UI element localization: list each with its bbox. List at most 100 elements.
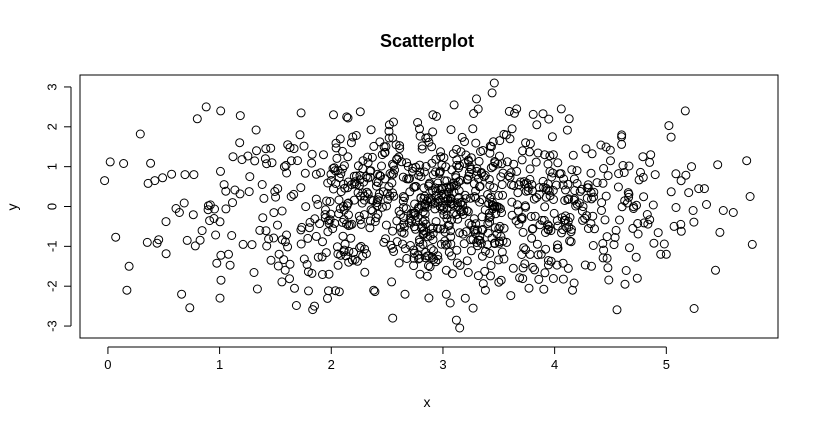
- data-point: [442, 239, 452, 249]
- data-point: [428, 127, 438, 137]
- data-point: [421, 133, 431, 143]
- data-point: [495, 136, 505, 146]
- data-point: [367, 152, 377, 162]
- y-axis: -3 -2 -1 0 1 2 3: [44, 83, 72, 332]
- data-point: [540, 268, 550, 278]
- data-point: [446, 226, 456, 236]
- data-point: [403, 174, 413, 184]
- data-point: [150, 176, 160, 186]
- data-point: [527, 224, 537, 234]
- y-tick-label: -3: [44, 320, 59, 332]
- data-point: [174, 208, 184, 217]
- data-point: [356, 219, 366, 229]
- data-point: [645, 157, 655, 167]
- data-point: [389, 117, 398, 127]
- data-point: [689, 217, 699, 227]
- data-point: [656, 249, 666, 259]
- data-point: [388, 133, 398, 143]
- data-point: [539, 284, 549, 294]
- data-point: [427, 252, 437, 262]
- data-point: [553, 240, 562, 250]
- data-point: [395, 141, 405, 151]
- data-point: [546, 256, 556, 266]
- data-point: [313, 252, 323, 262]
- data-point: [494, 277, 504, 287]
- data-point: [329, 184, 338, 194]
- data-point: [620, 196, 630, 206]
- data-point: [485, 193, 495, 203]
- data-point: [342, 112, 352, 122]
- data-point: [258, 213, 268, 223]
- data-point: [300, 168, 310, 178]
- data-point: [283, 140, 293, 150]
- data-point: [747, 239, 757, 249]
- data-point: [666, 132, 676, 142]
- data-point: [475, 235, 485, 245]
- data-point: [429, 246, 439, 256]
- data-point: [350, 255, 360, 264]
- data-point: [405, 187, 415, 197]
- data-point: [600, 215, 610, 225]
- data-point: [343, 199, 353, 209]
- data-point: [280, 265, 290, 275]
- data-point: [334, 173, 344, 183]
- data-point: [266, 255, 276, 265]
- data-point: [366, 125, 376, 135]
- data-point: [535, 183, 544, 192]
- data-point: [426, 224, 436, 234]
- data-point: [119, 159, 129, 168]
- data-point: [467, 220, 477, 230]
- data-point: [281, 160, 291, 170]
- data-point: [326, 176, 336, 185]
- data-point: [410, 182, 420, 191]
- data-point: [439, 204, 449, 213]
- data-point: [259, 193, 269, 203]
- data-point: [646, 150, 656, 160]
- data-point: [382, 201, 391, 211]
- data-point: [526, 212, 536, 221]
- data-point: [331, 179, 341, 188]
- data-point: [518, 263, 528, 273]
- data-point: [541, 192, 551, 202]
- data-point: [273, 184, 283, 194]
- data-point: [417, 144, 427, 154]
- data-point: [548, 274, 558, 283]
- data-point: [190, 241, 200, 251]
- data-point: [601, 191, 611, 201]
- data-point: [496, 275, 506, 285]
- data-point: [361, 249, 371, 259]
- data-point: [486, 192, 496, 202]
- data-point: [599, 245, 609, 255]
- data-point: [509, 159, 519, 169]
- data-point: [343, 152, 353, 162]
- data-point: [228, 152, 238, 162]
- data-point: [216, 250, 226, 260]
- data-point: [273, 261, 283, 271]
- data-point: [466, 193, 475, 203]
- data-point: [279, 255, 289, 265]
- data-point: [564, 114, 574, 124]
- data-point: [331, 143, 341, 153]
- data-point: [548, 186, 558, 195]
- data-point: [432, 111, 441, 121]
- data-point: [558, 258, 568, 268]
- data-point: [614, 169, 624, 179]
- data-point: [628, 223, 638, 233]
- data-point: [501, 130, 511, 140]
- data-point: [271, 192, 281, 202]
- data-point: [462, 206, 472, 216]
- data-point: [563, 179, 573, 189]
- data-point: [488, 161, 498, 171]
- data-point: [636, 167, 645, 177]
- data-point: [570, 186, 580, 195]
- data-point: [348, 132, 358, 142]
- data-point: [343, 113, 353, 123]
- data-point: [745, 192, 755, 201]
- data-point: [483, 219, 493, 228]
- data-point: [304, 286, 313, 296]
- plot-frame: [79, 74, 779, 339]
- data-point: [561, 185, 570, 195]
- data-point: [689, 304, 699, 313]
- data-point: [586, 168, 596, 178]
